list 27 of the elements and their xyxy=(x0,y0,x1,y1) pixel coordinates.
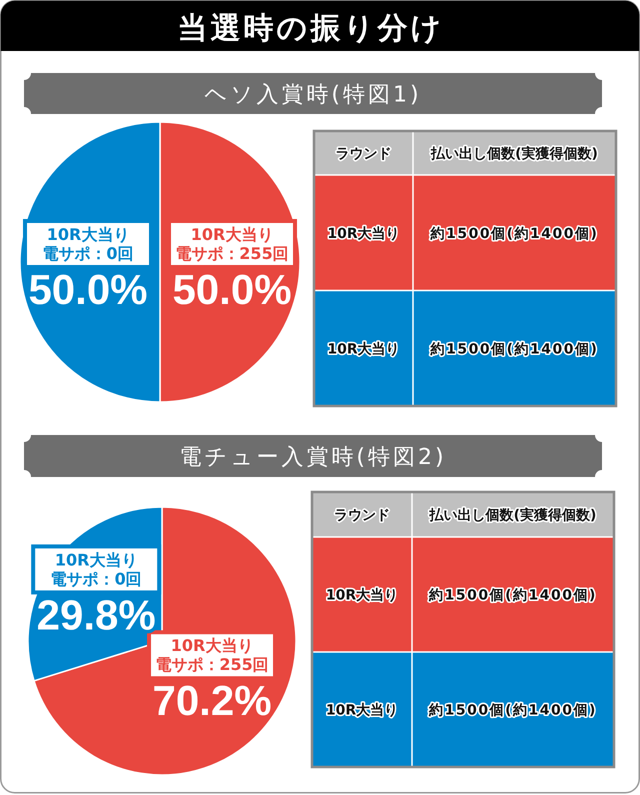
slice-label: 10R大当り xyxy=(54,550,138,570)
slice-label: 電サポ：255回 xyxy=(155,655,269,674)
text: 約1500個(約1400個) xyxy=(430,341,598,358)
slice-label: 電サポ：255回 xyxy=(175,244,289,263)
category-label: 10R大当り xyxy=(327,341,400,358)
text: 10R大当り xyxy=(46,225,130,244)
category-label: ラウンド xyxy=(334,508,390,524)
slice-label: 電サポ：0回 xyxy=(42,244,134,263)
category-label: 10R大当り xyxy=(326,588,398,604)
text: 約1500個(約1400個) xyxy=(430,226,598,242)
chart-subtitle: ヘソ入賞時(特図1) xyxy=(204,82,422,108)
category-label: 10R大当り xyxy=(326,702,398,719)
category-label: ラウンド xyxy=(336,146,392,162)
chart-title: 電チュー入賞時(特図2) xyxy=(179,445,447,470)
data-label: 70.2% xyxy=(152,677,272,724)
category-label: 払い出し個数(実獲得個数) xyxy=(428,506,596,524)
text: 10R大当り xyxy=(170,636,254,656)
category-label: 払い出し個数(実獲得個数) xyxy=(430,145,598,162)
data-label: 29.8% xyxy=(36,591,156,638)
slice-label: 電サポ：0回 xyxy=(50,569,142,588)
slice-label: 10R大当り xyxy=(190,225,274,244)
text: 約1500個(約1400個) xyxy=(429,588,597,604)
text: 約1500個(約1400個) xyxy=(429,702,597,719)
chart-title: 当選時の振り分け xyxy=(178,11,444,46)
category-label: 10R大当り xyxy=(327,226,400,242)
data-label: 50.0% xyxy=(172,266,292,313)
data-label: 50.0% xyxy=(28,266,148,313)
